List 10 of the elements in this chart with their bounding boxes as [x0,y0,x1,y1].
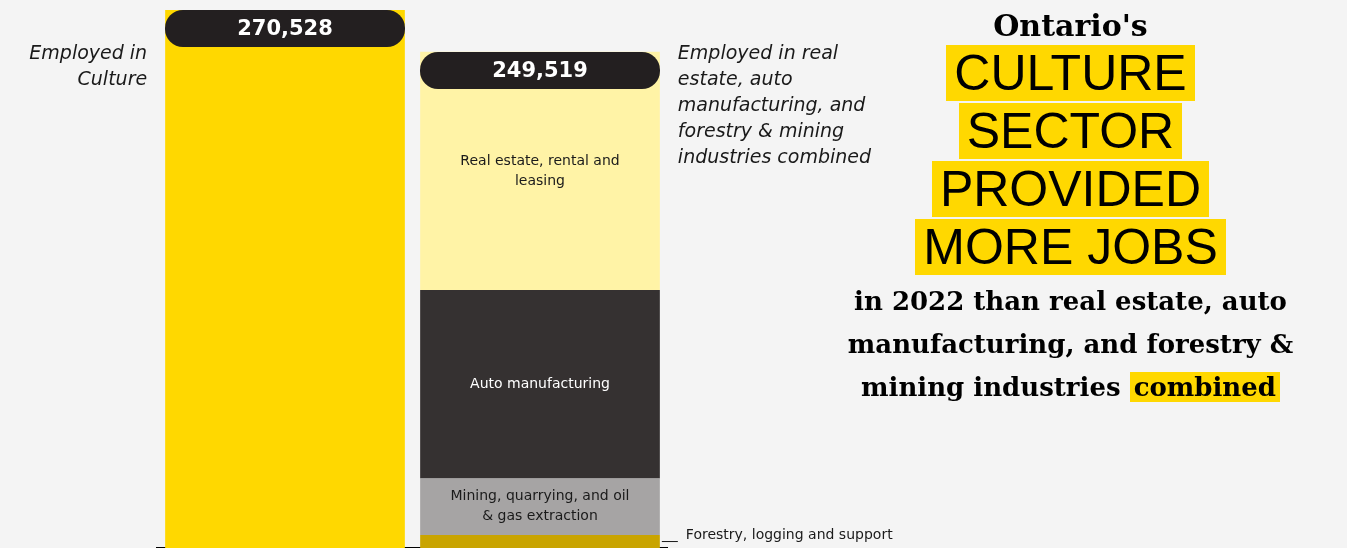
x-tick-label: Employed in Culture [29,41,148,90]
rounded-badge: 249,519 [420,51,660,89]
text: Ontario's CULTURE SECTOR PROVIDED MORE JOBS [922,8,1219,275]
series-label: Real estate, rental and leasing [460,151,620,188]
series-label: Mining, quarrying, and oil & gas extraction [450,487,630,524]
series-label: Auto manufacturing [470,374,610,391]
series-label: Forestry, logging and support [685,526,894,543]
text: in 2022 than real estate, auto manufacturing, and forestry & mining industries combined [846,285,1295,404]
x-tick-label: Employed in real estate, auto manufacturing, and forestry & mining industries combined [677,41,872,168]
rounded-badge: 270,528 [165,10,405,47]
